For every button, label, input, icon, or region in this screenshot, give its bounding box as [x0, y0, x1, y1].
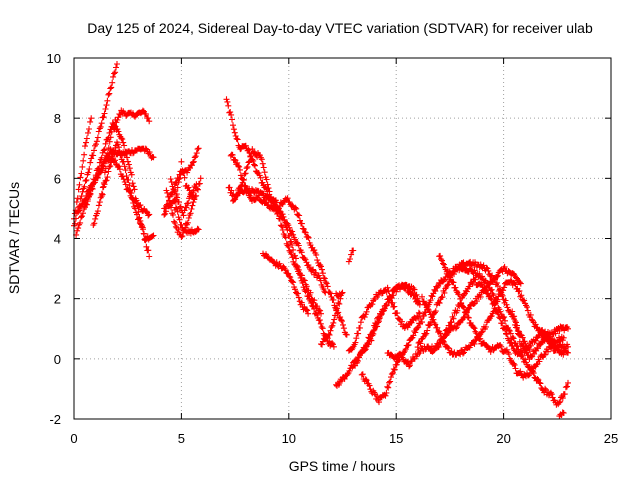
track-29 [509, 308, 567, 363]
y-tick-label: 8 [54, 111, 61, 126]
track-19 [345, 247, 357, 265]
track-markers [230, 185, 337, 350]
x-axis-label: GPS time / hours [289, 458, 396, 474]
tick-layer: 0 5 10 15 20 25 -2 0 2 4 6 8 10 [47, 51, 619, 446]
track-9 [163, 175, 204, 240]
track-markers [318, 295, 344, 348]
track-markers [260, 250, 312, 317]
track-15 [230, 185, 337, 350]
track-16 [260, 250, 312, 317]
track-markers [163, 175, 204, 240]
x-tick-label: 0 [70, 431, 77, 446]
track-11 [172, 158, 198, 213]
track-markers [71, 61, 120, 229]
track-0 [71, 61, 120, 229]
track-markers [98, 120, 157, 243]
x-tick-label: 20 [496, 431, 510, 446]
track-markers [227, 151, 350, 338]
track-markers [345, 247, 357, 265]
track-markers [345, 284, 423, 354]
track-21 [345, 284, 423, 354]
y-tick-label: -2 [49, 412, 61, 427]
y-tick-label: 6 [54, 171, 61, 186]
track-5 [90, 139, 153, 260]
x-tick-label: 15 [389, 431, 403, 446]
y-tick-label: 0 [54, 352, 61, 367]
track-markers [509, 308, 567, 363]
x-tick-label: 25 [604, 431, 618, 446]
x-tick-label: 5 [178, 431, 185, 446]
track-18 [333, 289, 346, 300]
track-30 [556, 409, 567, 420]
track-6 [98, 120, 157, 243]
plot-frame [73, 57, 612, 420]
y-axis-label: SDTVAR / TECUs [6, 182, 22, 294]
track-markers [350, 281, 421, 369]
data-layer [71, 61, 571, 420]
track-markers [90, 139, 153, 260]
track-14 [227, 151, 350, 338]
track-markers [556, 409, 567, 420]
y-tick-label: 4 [54, 232, 61, 247]
track-28 [436, 252, 571, 381]
series-0 [71, 61, 571, 420]
track-markers [436, 252, 571, 381]
chart-title: Day 125 of 2024, Sidereal Day-to-day VTE… [87, 20, 593, 36]
track-17 [318, 295, 344, 348]
y-tick-label: 2 [54, 292, 61, 307]
track-markers [333, 289, 346, 300]
track-markers [172, 158, 198, 213]
track-22 [350, 281, 421, 369]
x-tick-label: 10 [282, 431, 296, 446]
y-tick-label: 10 [47, 51, 61, 66]
